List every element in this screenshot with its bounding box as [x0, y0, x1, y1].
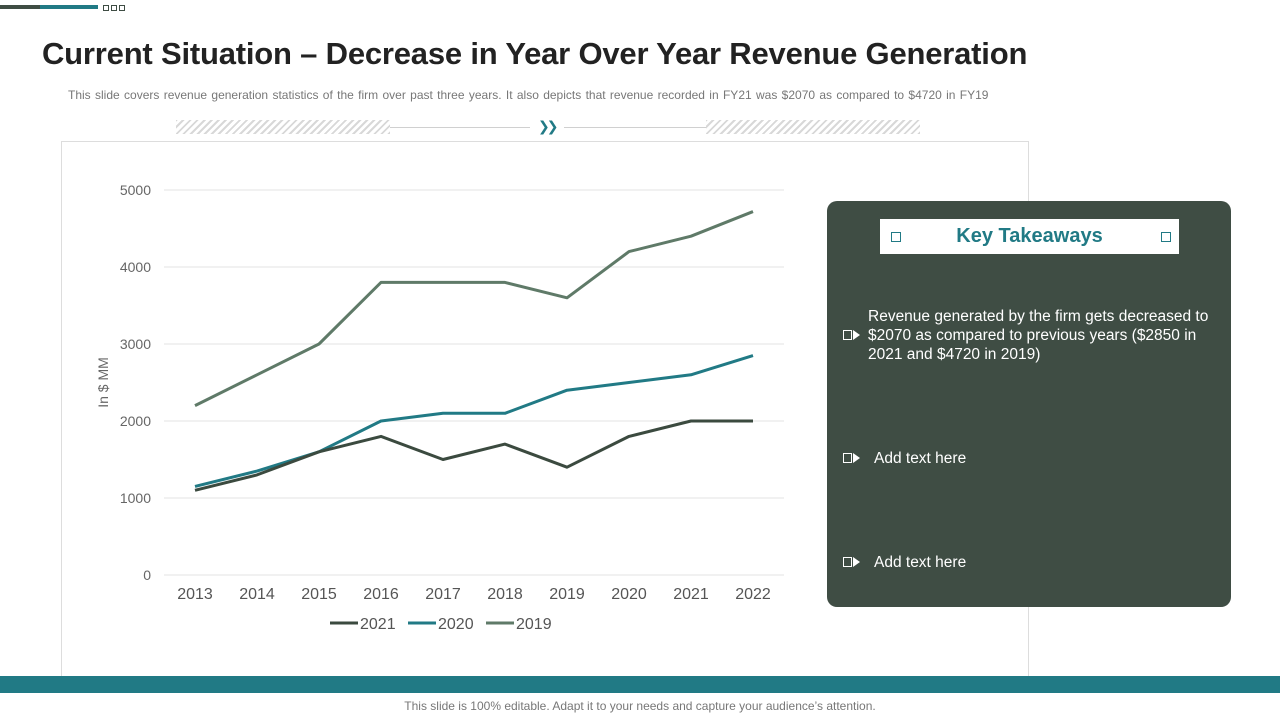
- square-icon: [891, 232, 901, 242]
- footer-bar: [0, 676, 1280, 693]
- y-tick-label: 4000: [120, 259, 151, 275]
- x-tick-label: 2016: [363, 586, 399, 603]
- takeaway-text: Add text here: [874, 450, 967, 467]
- x-tick-label: 2018: [487, 586, 523, 603]
- double-chevron-icon: ❯❯: [538, 118, 559, 134]
- series-line-2019: [194, 210, 754, 407]
- x-tick-label: 2013: [177, 586, 213, 603]
- x-tick-label: 2014: [239, 586, 275, 603]
- key-takeaways-header: Key Takeaways: [880, 219, 1179, 254]
- x-tick-label: 2015: [301, 586, 337, 603]
- divider-line-right: [564, 127, 706, 128]
- x-tick-label: 2022: [735, 586, 771, 603]
- takeaway-text: Add text here: [874, 554, 967, 571]
- key-takeaways-title: Key Takeaways: [956, 225, 1103, 247]
- x-tick-label: 2021: [673, 586, 709, 603]
- legend: 2021 2020 2019: [330, 616, 552, 633]
- page-subtitle: This slide covers revenue generation sta…: [68, 88, 989, 102]
- grid-lines: [164, 189, 784, 576]
- top-accent-teal: [40, 5, 98, 9]
- legend-label: 2020: [438, 616, 474, 633]
- key-takeaways-panel: Key Takeaways Revenue generated by the f…: [827, 201, 1231, 607]
- top-squares-icon: [103, 5, 125, 11]
- x-tick-label: 2017: [425, 586, 461, 603]
- y-tick-label: 3000: [120, 336, 151, 352]
- square-icon: [1161, 232, 1171, 242]
- y-axis-label: In $ MM: [95, 357, 111, 408]
- hatch-right: [706, 120, 920, 134]
- legend-label: 2019: [516, 616, 552, 633]
- x-tick-label: 2020: [611, 586, 647, 603]
- divider-line-left: [390, 127, 530, 128]
- y-tick-label: 0: [143, 567, 151, 583]
- series-line-2020: [194, 354, 754, 488]
- legend-label: 2021: [360, 616, 396, 633]
- x-tick-labels: 2013 2014 2015 2016 2017 2018 2019 2020 2021 2022: [177, 586, 771, 603]
- y-tick-label: 2000: [120, 413, 151, 429]
- y-tick-label: 5000: [120, 182, 151, 198]
- y-tick-label: 1000: [120, 490, 151, 506]
- page-title: Current Situation – Decrease in Year Ove…: [42, 36, 1028, 71]
- box-arrow-icon: [843, 452, 863, 464]
- box-arrow-icon: [843, 329, 863, 341]
- top-accent-dark: [0, 5, 40, 9]
- series-line-2021: [194, 419, 753, 492]
- x-tick-label: 2019: [549, 586, 585, 603]
- section-divider: ❯❯: [176, 118, 920, 136]
- box-arrow-icon: [843, 556, 863, 568]
- footer-text: This slide is 100% editable. Adapt it to…: [404, 699, 876, 713]
- y-tick-labels: 0 1000 2000 3000 4000 5000: [120, 182, 151, 583]
- series-lines: [194, 210, 754, 492]
- hatch-left: [176, 120, 390, 134]
- takeaway-text: Revenue generated by the firm gets decre…: [868, 308, 1209, 363]
